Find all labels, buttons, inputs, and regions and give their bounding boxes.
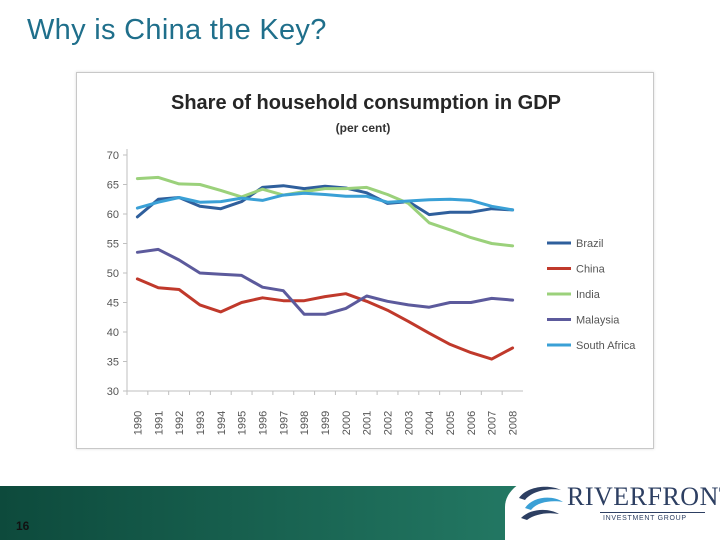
y-tick-label: 30 bbox=[107, 386, 119, 398]
series-lines bbox=[135, 175, 515, 361]
x-tick-label: 1991 bbox=[153, 411, 165, 435]
x-tick-label: 2001 bbox=[362, 411, 374, 435]
x-tick-label: 1992 bbox=[174, 411, 186, 435]
x-tick-label: 2006 bbox=[466, 411, 478, 435]
company-name: RIVERFRONT bbox=[567, 482, 720, 511]
x-tick-label: 2007 bbox=[487, 411, 499, 435]
x-tick-label: 1996 bbox=[257, 411, 269, 435]
y-tick-label: 55 bbox=[107, 239, 119, 251]
x-tick-label: 1997 bbox=[278, 411, 290, 435]
chart-title: Share of household consumption in GDP bbox=[171, 92, 561, 114]
logo-divider bbox=[600, 512, 705, 513]
series-line-malaysia bbox=[135, 247, 515, 316]
y-tick-label: 65 bbox=[107, 180, 119, 192]
x-tick-label: 2002 bbox=[383, 411, 395, 435]
chart-subtitle: (per cent) bbox=[336, 121, 391, 135]
page-number: 16 bbox=[16, 519, 30, 533]
y-tick-label: 70 bbox=[107, 150, 119, 162]
x-tick-label: 1990 bbox=[132, 411, 144, 435]
x-tick-label: 1993 bbox=[195, 411, 207, 435]
legend-label-south-africa: South Africa bbox=[576, 340, 636, 352]
slide-title: Why is China the Key? bbox=[27, 14, 327, 46]
company-subtitle: INVESTMENT GROUP bbox=[603, 515, 687, 522]
y-tick-label: 60 bbox=[107, 209, 119, 221]
x-tick-label: 1995 bbox=[237, 411, 249, 435]
x-tick-label: 2000 bbox=[341, 411, 353, 435]
x-tick-label: 1998 bbox=[299, 411, 311, 435]
x-tick-label: 1999 bbox=[320, 411, 332, 435]
x-tick-label: 2003 bbox=[403, 411, 415, 435]
y-tick-label: 35 bbox=[107, 357, 119, 369]
line-chart: Share of household consumption in GDP (p… bbox=[107, 92, 636, 435]
y-tick-label: 45 bbox=[107, 298, 119, 310]
x-tick-label: 2005 bbox=[445, 411, 457, 435]
series-line-brazil bbox=[135, 184, 515, 219]
x-tick-label: 2004 bbox=[424, 411, 436, 435]
x-tick-label: 1994 bbox=[216, 411, 228, 435]
legend-label-brazil: Brazil bbox=[576, 238, 604, 250]
legend-label-malaysia: Malaysia bbox=[576, 315, 620, 327]
series-line-south-africa bbox=[135, 191, 515, 212]
series-line-china bbox=[135, 277, 515, 361]
y-tick-label: 40 bbox=[107, 327, 119, 339]
y-tick-label: 50 bbox=[107, 268, 119, 280]
riverfront-logo-icon bbox=[519, 486, 563, 520]
legend-label-china: China bbox=[576, 264, 606, 276]
legend-label-india: India bbox=[576, 289, 601, 301]
series-line-india bbox=[135, 175, 515, 248]
legend: Brazil China India Malaysia South Africa bbox=[547, 238, 636, 352]
chart-frame: Share of household consumption in GDP (p… bbox=[76, 72, 654, 449]
x-tick-label: 2008 bbox=[508, 411, 520, 435]
axes: 30 35 40 45 50 55 60 65 70 1990 1991 1992 1993 1994 19… bbox=[107, 149, 523, 435]
